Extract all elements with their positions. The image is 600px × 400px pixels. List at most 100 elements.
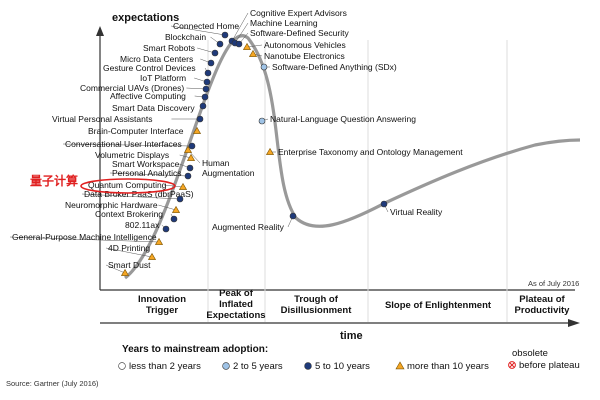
- tech-label: Augmentation: [202, 168, 255, 178]
- connector-line: [105, 247, 153, 258]
- tech-label: Virtual Personal Assistants: [52, 114, 152, 124]
- y-axis-arrow: [96, 26, 104, 36]
- tech-label: Personal Analytics: [112, 168, 181, 178]
- tech-micro-data-centers: Micro Data Centers: [120, 54, 215, 67]
- legend-item-5to10: 5 to 10 years: [304, 361, 370, 372]
- tech-label: Conversational User Interfaces: [65, 139, 182, 149]
- marker-5to10: [186, 164, 194, 172]
- connector-line: [170, 25, 226, 36]
- tech-label: Natural-Language Question Answering: [270, 114, 416, 124]
- tech-4d-printing: 4D Printing: [105, 243, 157, 260]
- tech-enterprise-taxonomy-and-ontology-management: Enterprise Taxonomy and Ontology Managem…: [265, 147, 463, 157]
- marker-5to10: [380, 200, 388, 208]
- tech-gesture-control-devices: Gesture Control Devices: [103, 63, 212, 77]
- tech-general-purpose-machine-intelligence: General-Purpose Machine Intelligence: [9, 232, 164, 245]
- connector-line: [231, 12, 249, 42]
- tech-software-defined-anything-sdx: Software-Defined Anything (SDx): [260, 62, 397, 72]
- tech-label: General-Purpose Machine Intelligence: [12, 232, 157, 242]
- x-axis-arrow: [568, 319, 580, 327]
- marker-lt2: [118, 362, 126, 370]
- tech-label: Machine Learning: [250, 18, 318, 28]
- tech-label: Connected Home: [173, 21, 239, 31]
- tech-label: Neuromorphic Hardware: [65, 200, 158, 210]
- phase-trough: Trough of Disillusionment: [281, 294, 353, 316]
- marker-gt10: [171, 205, 181, 213]
- as-of-label: As of July 2016: [528, 279, 579, 288]
- tech-label: Smart Data Discovery: [112, 103, 195, 113]
- tech-label: 4D Printing: [108, 243, 150, 253]
- tech-label: Software-Defined Anything (SDx): [272, 62, 397, 72]
- marker-5to10: [199, 102, 207, 110]
- tech-label: 802.11ax: [125, 220, 160, 230]
- tech-context-brokering: Context Brokering: [95, 209, 178, 223]
- tech-label: Augmented Reality: [212, 222, 285, 232]
- marker-gt10: [154, 237, 164, 245]
- phase-peak: Peak of Inflated Expectations: [206, 288, 265, 321]
- marker-gt10: [183, 145, 193, 153]
- legend-item-gt10: more than 10 years: [395, 361, 489, 372]
- tech-virtual-personal-assistants: Virtual Personal Assistants: [52, 114, 204, 124]
- legend-item-2to5: 2 to 5 years: [222, 361, 283, 372]
- connector-line: [234, 22, 249, 44]
- marker-gt10: [248, 49, 258, 57]
- phase-labels: Innovation Trigger Peak of Inflated Expectat…: [138, 288, 570, 321]
- legend-label: less than 2 years: [129, 361, 201, 372]
- legend-obsolete-title: obsolete: [512, 348, 548, 359]
- legend-item-lt2: less than 2 years: [118, 361, 201, 372]
- marker-5to10: [162, 225, 170, 233]
- tech-label: Gesture Control Devices: [103, 63, 196, 73]
- tech-personal-analytics: Personal Analytics: [109, 168, 192, 180]
- tech-label: Volumetric Displays: [95, 150, 169, 160]
- phase-plateau: Plateau of Productivity: [515, 294, 571, 316]
- tech-802-11ax: 802.11ax: [125, 220, 170, 233]
- tech-smart-robots: Smart Robots: [143, 43, 219, 57]
- legend-items: less than 2 years 2 to 5 years 5 to 10 yea…: [118, 360, 580, 372]
- tech-brain-computer-interface: Brain-Computer Interface: [88, 126, 202, 136]
- marker-gt10: [395, 361, 405, 370]
- tech-label: Data Broker PaaS (dbrPaaS): [84, 189, 194, 199]
- connector-line: [81, 193, 181, 200]
- marker-5to10: [202, 85, 210, 93]
- legend-item-obsolete: before plateau: [508, 360, 580, 371]
- marker-5to10: [204, 69, 212, 77]
- marker-5to10: [216, 40, 224, 48]
- marker-5to10: [221, 31, 229, 39]
- marker-gt10: [120, 268, 130, 276]
- tech-commercial-uavs-drones: Commercial UAVs (Drones): [80, 83, 210, 93]
- marker-gt10: [265, 147, 275, 155]
- y-axis-title: expectations: [112, 12, 179, 24]
- legend: Years to mainstream adoption: obsolete l…: [118, 344, 580, 372]
- marker-gt10: [242, 42, 252, 50]
- marker-5to10: [207, 59, 215, 67]
- connector-line: [62, 143, 193, 147]
- tech-label: Enterprise Taxonomy and Ontology Managem…: [278, 147, 463, 157]
- tech-nanotube-electronics: Nanotube Electronics: [248, 49, 345, 61]
- marker-5to10: [289, 212, 297, 220]
- phase-innovation: Innovation Trigger: [138, 294, 186, 316]
- quantum-computing-annotation: 量子计算: [30, 173, 78, 188]
- tech-conversational-user-interfaces: Conversational User Interfaces: [62, 139, 196, 150]
- marker-5to10: [196, 115, 204, 123]
- connector-line: [163, 184, 184, 188]
- tech-smart-data-discovery: Smart Data Discovery: [112, 102, 207, 113]
- marker-5to10: [211, 49, 219, 57]
- legend-label: 2 to 5 years: [233, 361, 283, 372]
- tech-label: Brain-Computer Interface: [88, 126, 184, 136]
- legend-label: 5 to 10 years: [315, 361, 370, 372]
- tech-label: Autonomous Vehicles: [264, 40, 346, 50]
- marker-gt10: [147, 252, 157, 260]
- tech-label: Smart Workspace: [112, 159, 180, 169]
- tech-label: Micro Data Centers: [120, 54, 193, 64]
- tech-software-defined-security: Software-Defined Security: [235, 28, 349, 48]
- marker-gt10: [192, 126, 202, 134]
- tech-connected-home: Connected Home: [170, 21, 239, 39]
- marker-gt10: [178, 182, 188, 190]
- marker-5to10: [184, 172, 192, 180]
- connector-line: [9, 236, 160, 243]
- marker-5to10: [304, 362, 312, 370]
- legend-label: more than 10 years: [407, 361, 489, 372]
- tech-label: Software-Defined Security: [250, 28, 349, 38]
- marker-2to5: [260, 63, 268, 71]
- tech-label: Context Brokering: [95, 209, 163, 219]
